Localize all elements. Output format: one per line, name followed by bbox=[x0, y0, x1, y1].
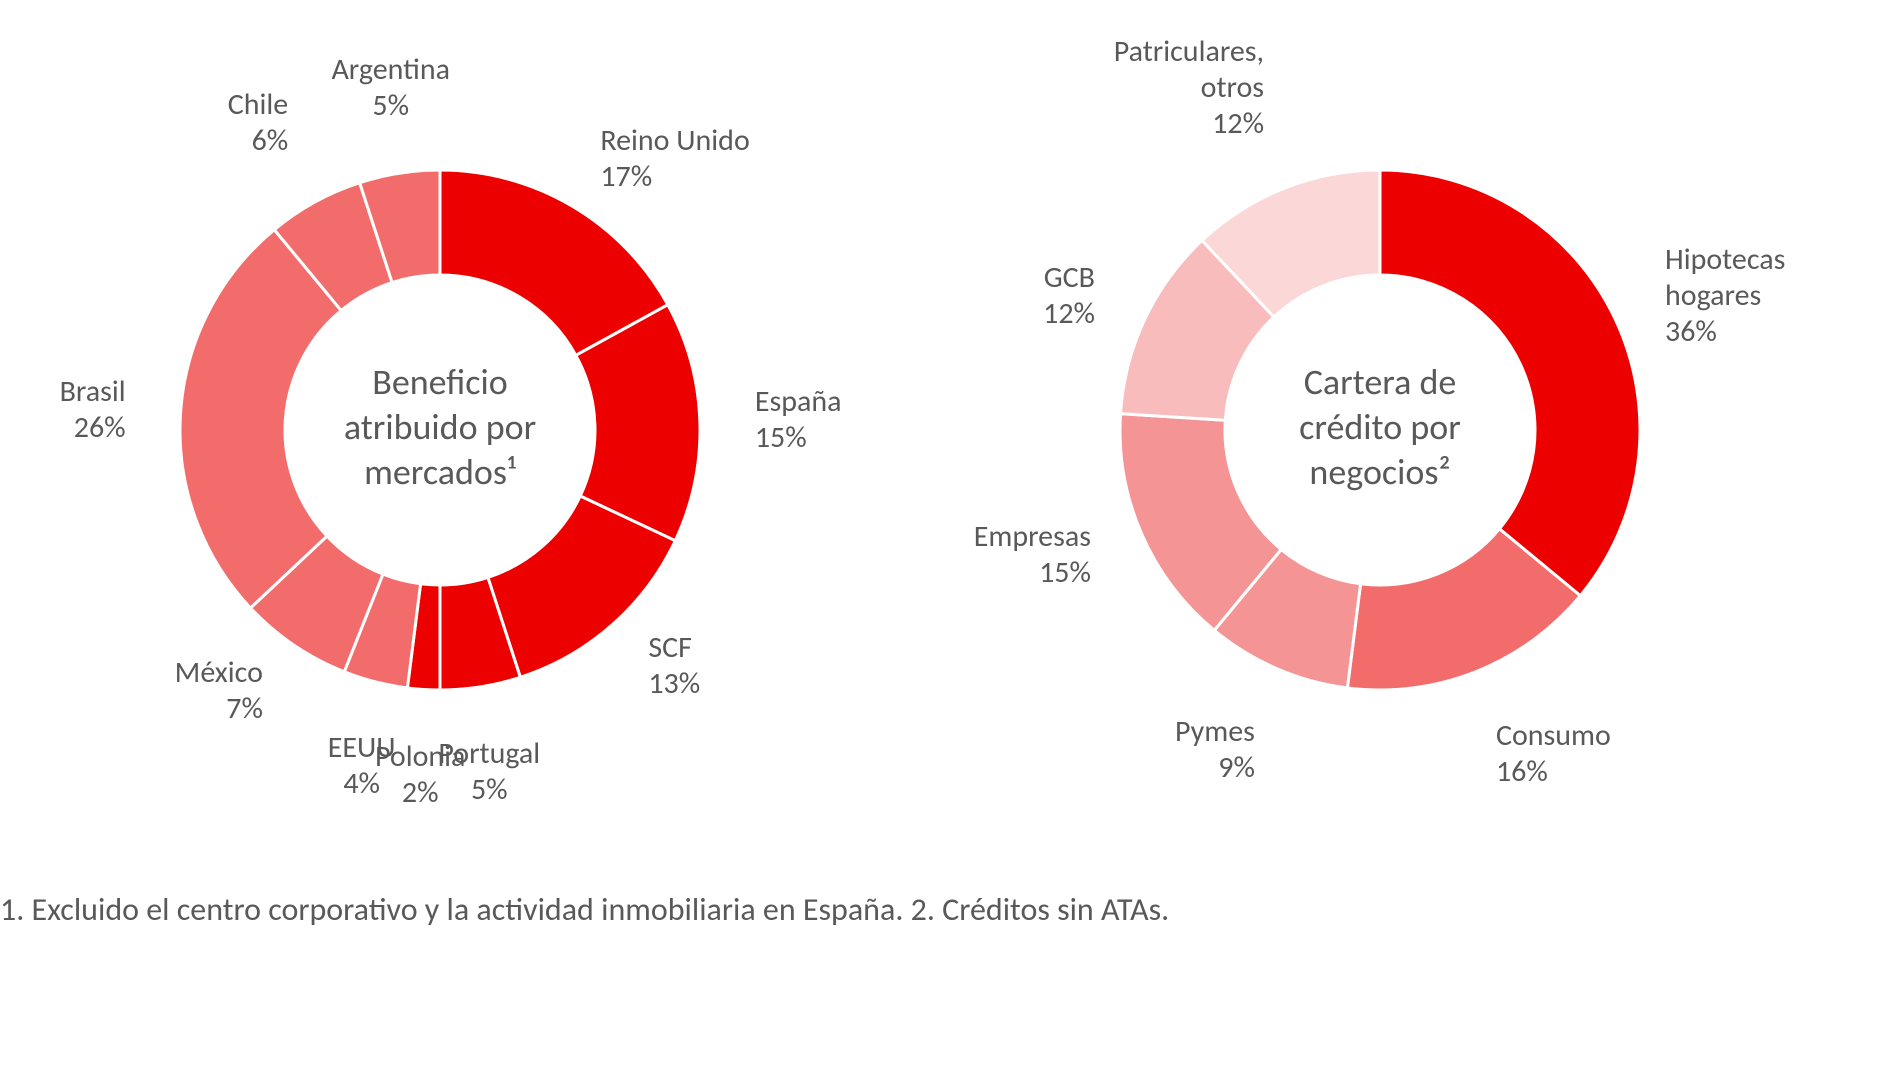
donut-slice-label: Empresas15% bbox=[911, 519, 1091, 591]
donut-center-line: Cartera de bbox=[1230, 360, 1530, 405]
donut-slice-label: SCF13% bbox=[648, 630, 828, 702]
donut-slice-label: Consumo16% bbox=[1496, 718, 1676, 790]
donut-slice-label: Hipotecashogares36% bbox=[1665, 242, 1845, 350]
donut-center-line: atribuido por bbox=[290, 405, 590, 450]
page-root: Beneficioatribuido pormercados¹ Reino Un… bbox=[0, 0, 1900, 1069]
donut-slice-label: Patriculares,otros12% bbox=[1084, 34, 1264, 142]
donut-slice-label: España15% bbox=[755, 384, 935, 456]
donut-slice-label: EEUU4% bbox=[272, 730, 452, 802]
donut-chart-mercados: Beneficioatribuido pormercados¹ Reino Un… bbox=[60, 60, 820, 840]
donut-slice-label: Reino Unido17% bbox=[600, 123, 780, 195]
donut-slice-label: Chile6% bbox=[108, 87, 288, 159]
donut-center-title-negocios: Cartera decrédito pornegocios² bbox=[1230, 360, 1530, 495]
footnote-text: 1. Excluido el centro corporativo y la a… bbox=[0, 890, 1169, 929]
donut-center-line: mercados¹ bbox=[290, 450, 590, 495]
donut-slice-label: México7% bbox=[83, 655, 263, 727]
donut-slice-label: Argentina5% bbox=[301, 52, 481, 124]
donut-center-line: Beneficio bbox=[290, 360, 590, 405]
donut-center-line: crédito por bbox=[1230, 405, 1530, 450]
donut-chart-negocios: Cartera decrédito pornegocios² Hipotecas… bbox=[1000, 60, 1760, 840]
donut-center-line: negocios² bbox=[1230, 450, 1530, 495]
donut-slice-label: Pymes9% bbox=[1075, 714, 1255, 786]
charts-row: Beneficioatribuido pormercados¹ Reino Un… bbox=[60, 60, 1840, 880]
donut-slice-label: Brasil26% bbox=[0, 374, 126, 446]
donut-slice-label: GCB12% bbox=[915, 260, 1095, 332]
donut-center-title-mercados: Beneficioatribuido pormercados¹ bbox=[290, 360, 590, 495]
